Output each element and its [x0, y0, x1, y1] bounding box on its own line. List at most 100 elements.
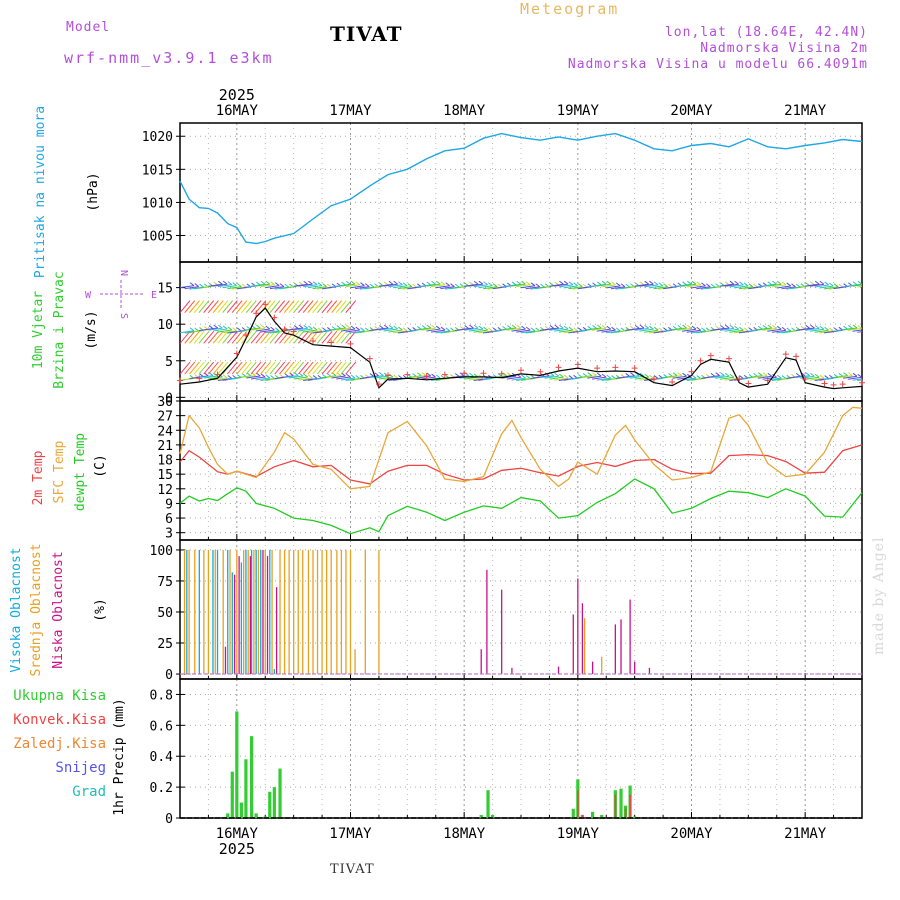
wind-arrow: [340, 283, 356, 287]
wind-arrow-head: [540, 283, 545, 288]
wind-marker: [242, 332, 249, 339]
wind-arrow-head: [431, 280, 436, 285]
wind-arrow-head: [762, 372, 768, 377]
wind-arrow-head: [265, 325, 271, 330]
wind-arrow-head: [611, 281, 616, 286]
wind-arrow-head: [644, 280, 649, 285]
wind-arrow-head: [668, 373, 673, 377]
wind-arrow-head: [644, 373, 649, 378]
wind-arrow-gust: [241, 300, 252, 313]
wind-arrow-head: [729, 324, 735, 329]
wind-arrow: [421, 327, 436, 331]
wind-marker: [859, 379, 865, 386]
precip-bar: [581, 814, 584, 818]
wind-arrow-head: [265, 374, 271, 379]
x-tick-label-bottom: 21MAY: [784, 826, 827, 842]
temperature-ytick-label: 21: [157, 439, 173, 454]
wind-arrow-head: [582, 373, 588, 377]
wind-arrow: [767, 377, 782, 381]
wind-arrow-head: [445, 327, 451, 332]
wind-arrow: [757, 375, 772, 379]
wind-arrow-head: [379, 325, 384, 329]
wind-marker: [612, 364, 619, 371]
wind-arrow-head: [686, 280, 692, 285]
wind-arrow-head: [791, 283, 796, 288]
x-tick-label-top: 17MAY: [329, 103, 372, 119]
wind-arrow: [705, 375, 720, 379]
wind-arrow-head: [402, 327, 408, 332]
wind-arrow: [634, 376, 649, 380]
wind-arrow: [809, 283, 824, 287]
wind-arrow: [525, 286, 540, 290]
temperature-ytick-label: 3: [165, 527, 173, 542]
wind-arrow: [587, 327, 602, 331]
wind-arrow-gust: [231, 361, 243, 375]
wind-arrow-head: [786, 282, 792, 287]
wind-arrow-gust: [345, 361, 357, 375]
wind-arrow-head: [407, 283, 413, 288]
wind-arrow-head: [772, 324, 777, 329]
wind-arrow: [217, 378, 232, 381]
wind-arrow-head: [686, 324, 692, 329]
wind-arrow-head: [729, 280, 735, 285]
wind-arrow-head: [350, 374, 356, 379]
wind-arrow-head: [426, 372, 432, 377]
wind-arrow-head: [194, 327, 200, 332]
wind-arrow-gust: [340, 300, 352, 313]
wind-arrow-head: [615, 327, 621, 332]
wind-arrow: [246, 375, 261, 379]
wind-arrow-gust: [307, 331, 319, 344]
wind-arrow-gust: [212, 331, 224, 344]
wind-arrow: [511, 328, 526, 332]
wind-arrow-head: [516, 280, 522, 285]
temperature-ytick-label: 6: [165, 512, 173, 527]
wind-arrow: [213, 377, 228, 381]
wind-arrow-head: [863, 281, 867, 284]
wind-arrow-gust: [198, 300, 210, 313]
wind-arrow-head: [829, 327, 834, 332]
wind-arrow-head: [559, 373, 564, 378]
wind-marker: [537, 368, 544, 375]
wind-arrow-head: [260, 324, 266, 329]
wind-arrow-gust: [335, 331, 347, 344]
pressure-ytick-label: 1020: [142, 130, 173, 145]
wind-arrow-head: [701, 327, 706, 332]
pressure-ytick-label: 1010: [142, 196, 173, 211]
wind-arrow: [724, 283, 739, 287]
wind-arrow: [516, 329, 531, 333]
wind-arrow: [734, 285, 749, 289]
wind-arrow-head: [440, 326, 446, 331]
wind-arrow-head: [199, 283, 204, 288]
wind-marker: [518, 367, 524, 374]
wind-arrow-head: [312, 326, 318, 331]
wind-arrow: [184, 286, 199, 290]
wind-arrow-head: [222, 325, 228, 330]
precip-bar: [278, 768, 282, 818]
wind-arrow: [336, 376, 351, 380]
wind-arrow-gust: [245, 331, 257, 344]
wind-arrow-gust: [312, 300, 323, 313]
wind-arrow: [833, 375, 848, 379]
precip-bar: [479, 814, 483, 818]
wind-arrow: [203, 327, 218, 331]
wind-arrow: [468, 377, 483, 381]
wind-marker: [782, 351, 789, 358]
wind-arrow: [430, 329, 446, 333]
precip-bar: [624, 808, 627, 818]
wind-arrow: [478, 330, 493, 334]
wind-arrow-head: [521, 374, 526, 379]
precip-ytick-label: 0.2: [150, 781, 173, 796]
wind-marker: [347, 340, 354, 347]
wind-arrow: [535, 375, 550, 379]
wind-arrow-head: [786, 327, 792, 332]
wind-arrow-gust: [283, 331, 295, 344]
wind-arrow: [814, 329, 829, 333]
wind-arrow: [719, 376, 734, 380]
wind-arrow-head: [781, 326, 787, 331]
wind-arrow-head: [327, 283, 332, 288]
wind-arrow-head: [511, 281, 517, 286]
wind-arrow-head: [563, 325, 569, 330]
wind-arrow-head: [852, 372, 858, 377]
wind-arrow: [591, 376, 607, 380]
wind-arrow: [809, 328, 824, 332]
